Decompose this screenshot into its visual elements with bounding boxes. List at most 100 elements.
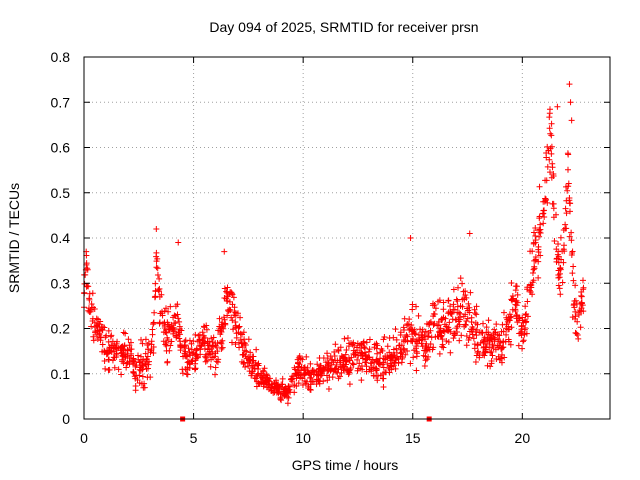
data-point [199,329,206,336]
data-point [101,357,108,364]
data-point [536,229,543,236]
data-point [167,342,174,349]
data-point [454,297,461,304]
data-point [465,300,472,307]
data-point [469,331,476,338]
data-point [261,365,268,372]
data-point [397,331,404,338]
data-point [176,331,183,338]
data-point [535,274,542,281]
data-point [255,360,262,367]
data-point [422,357,429,364]
data-point [559,279,566,286]
data-point [400,345,407,352]
y-axis-label: SRMTID / TECUs [6,183,22,293]
data-point [303,378,310,385]
data-point [197,343,204,350]
data-point [543,154,550,161]
data-point [454,328,461,335]
data-point [346,340,353,347]
data-point [84,266,91,273]
data-point [470,325,477,332]
data-point [141,360,148,367]
data-point [196,337,203,344]
data-point [155,286,162,293]
data-point [359,352,366,359]
data-point [400,327,407,334]
data-point [335,375,342,382]
data-point [295,380,302,387]
data-point [161,308,168,315]
data-point [536,215,543,222]
data-point [147,374,154,381]
y-tick-label: 0.5 [51,185,71,201]
data-point [546,169,553,176]
data-point [201,345,208,352]
data-point [445,297,452,304]
data-point [346,381,353,388]
data-point [194,354,201,361]
data-point [285,389,292,396]
data-point [182,348,189,355]
data-point [90,333,97,340]
data-point [392,326,399,333]
data-point [379,347,386,354]
data-point [369,356,376,363]
data-point [566,200,573,207]
data-point [455,309,462,316]
data-point [118,371,125,378]
data-point [193,353,200,360]
data-point [478,329,485,336]
data-point [237,336,244,343]
data-point [84,265,91,272]
data-point [561,242,568,249]
data-point [548,150,555,157]
data-point [440,306,447,313]
data-point [570,263,577,270]
data-point [251,365,258,372]
data-point [218,329,225,336]
data-point [440,299,447,306]
data-point [253,383,260,390]
data-point [332,341,339,348]
data-point [498,359,505,366]
data-point [425,329,432,336]
data-point [176,323,183,330]
y-tick-label: 0.6 [51,140,71,156]
data-point [566,81,573,88]
data-point [508,324,515,331]
data-point [224,312,231,319]
data-point [221,285,228,292]
data-point [421,363,428,370]
data-point [506,317,513,324]
data-point [537,252,544,259]
data-point [470,335,477,342]
data-point [503,325,510,332]
data-point [555,274,562,281]
data-point [461,296,468,303]
data-point [242,341,249,348]
data-point [422,328,429,335]
data-point [316,378,323,385]
data-point [579,277,586,284]
data-point [568,237,575,244]
data-point [102,365,109,372]
data-point [279,390,286,397]
data-point [185,345,192,352]
data-point [221,316,228,323]
data-point [569,270,576,277]
data-point [265,377,272,384]
data-point [207,363,214,370]
data-point [564,187,571,194]
data-point [569,248,576,255]
data-point [548,120,555,127]
data-point [545,147,552,154]
data-point [122,330,129,337]
data-point [390,351,397,358]
data-point [254,371,261,378]
data-point [529,291,536,298]
data-point [85,283,92,290]
data-point [163,329,170,336]
data-point [411,347,418,354]
data-point [214,359,221,366]
